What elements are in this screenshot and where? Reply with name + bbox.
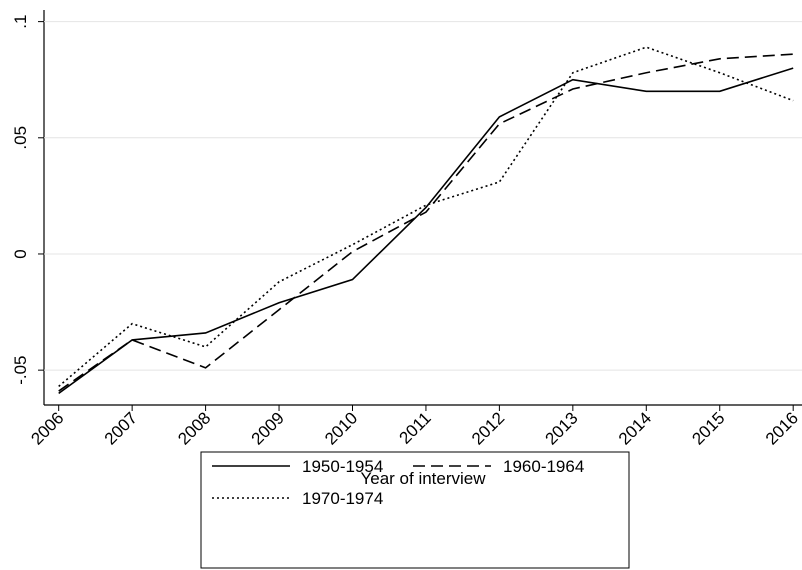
x-tick-label: 2015 xyxy=(688,408,728,448)
legend-label: 1950-1954 xyxy=(302,457,383,476)
legend-box xyxy=(200,451,630,569)
x-axis-label: Year of interview xyxy=(360,469,486,488)
y-tick-label: 0 xyxy=(11,249,30,258)
y-tick-label: .1 xyxy=(11,15,30,29)
legend-label: 1970-1974 xyxy=(302,489,383,508)
series-line xyxy=(58,67,794,395)
series-line xyxy=(58,53,794,392)
series-line xyxy=(58,46,794,388)
x-tick-label: 2006 xyxy=(27,408,67,448)
x-tick-label: 2016 xyxy=(762,408,802,448)
x-tick-label: 2010 xyxy=(321,408,361,448)
y-tick-label: -.05 xyxy=(11,355,30,384)
x-tick-label: 2012 xyxy=(468,408,508,448)
legend-label: 1960-1964 xyxy=(503,457,584,476)
x-tick-label: 2007 xyxy=(101,408,141,448)
x-tick-label: 2013 xyxy=(541,408,581,448)
x-tick-label: 2011 xyxy=(395,408,434,447)
x-tick-label: 2014 xyxy=(615,408,655,448)
x-tick-label: 2009 xyxy=(248,408,288,448)
y-tick-label: .05 xyxy=(11,126,30,150)
x-tick-label: 2008 xyxy=(174,408,214,448)
